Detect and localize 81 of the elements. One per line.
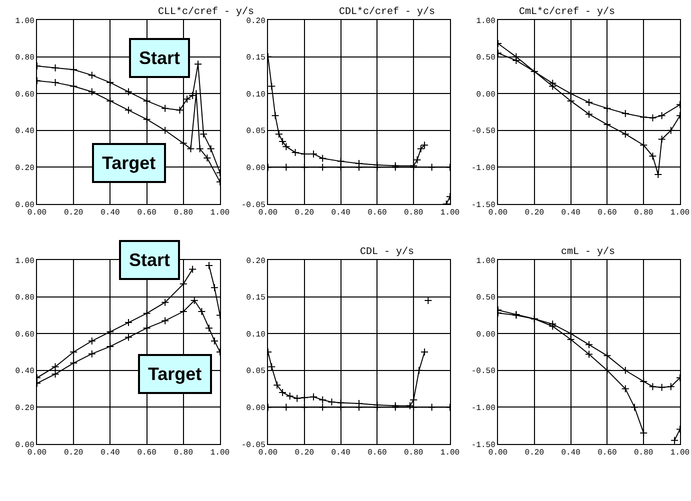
x-tick-label: 0.80 bbox=[404, 448, 424, 458]
y-tick-label: 1.00 bbox=[476, 256, 496, 266]
x-tick-label: 0.80 bbox=[634, 448, 654, 458]
x-tick-label: 1.00 bbox=[440, 448, 460, 458]
y-tick-label: 0.00 bbox=[476, 90, 496, 100]
y-tick-label: 1.00 bbox=[15, 256, 35, 266]
y-tick-label: -0.05 bbox=[241, 440, 266, 450]
chart-title: CmL*c/cref - y/s bbox=[519, 6, 616, 18]
chart-title: CDL - y/s bbox=[360, 246, 414, 258]
x-tick-label: 0.40 bbox=[331, 208, 351, 218]
y-tick-label: 1.00 bbox=[476, 16, 496, 26]
y-tick-label: 0.40 bbox=[15, 367, 35, 376]
y-tick-label: 0.60 bbox=[15, 330, 35, 340]
x-tick-label: 0.20 bbox=[294, 208, 314, 218]
x-tick-label: 0.80 bbox=[404, 208, 424, 218]
x-tick-label: 0.40 bbox=[100, 208, 120, 218]
x-tick-label: 0.80 bbox=[634, 208, 654, 218]
y-tick-label: 0.15 bbox=[246, 294, 266, 303]
y-tick-label: 1.00 bbox=[15, 16, 35, 26]
x-tick-label: 0.60 bbox=[137, 208, 157, 218]
x-tick-label: 1.00 bbox=[210, 208, 230, 218]
x-tick-label: 0.60 bbox=[368, 208, 387, 218]
x-tick-label: 0.80 bbox=[174, 208, 194, 218]
y-tick-label: 0.50 bbox=[476, 54, 496, 63]
x-tick-label: 0.40 bbox=[561, 448, 581, 458]
y-tick-label: 0.80 bbox=[15, 294, 35, 303]
y-tick-label: 0.10 bbox=[246, 90, 266, 100]
y-tick-label: -1.50 bbox=[471, 440, 496, 450]
y-tick-label: 0.00 bbox=[476, 330, 496, 340]
y-tick-label: 0.05 bbox=[246, 127, 266, 136]
y-tick-label: 0.60 bbox=[15, 90, 35, 100]
y-tick-label: 0.00 bbox=[246, 164, 266, 173]
y-tick-label: -0.05 bbox=[241, 200, 266, 210]
y-tick-label: 0.20 bbox=[15, 164, 35, 173]
y-tick-label: 0.05 bbox=[246, 367, 266, 376]
y-tick-label: -1.00 bbox=[471, 164, 496, 173]
chart-title: cmL - y/s bbox=[561, 246, 616, 258]
y-tick-label: 0.00 bbox=[15, 200, 35, 210]
x-tick-label: 0.00 bbox=[258, 448, 278, 458]
x-tick-label: 0.00 bbox=[258, 208, 278, 218]
x-tick-label: 1.00 bbox=[670, 448, 690, 458]
x-tick-label: 0.20 bbox=[64, 208, 84, 218]
y-tick-label: 0.20 bbox=[246, 16, 266, 26]
series-label: Start bbox=[139, 48, 180, 68]
x-tick-label: 0.20 bbox=[524, 448, 544, 458]
y-tick-label: 0.20 bbox=[246, 256, 266, 266]
x-tick-label: 0.40 bbox=[561, 208, 581, 218]
x-tick-label: 1.00 bbox=[210, 448, 230, 458]
x-tick-label: 0.00 bbox=[488, 208, 508, 218]
x-tick-label: 0.80 bbox=[174, 448, 194, 458]
x-tick-label: 0.40 bbox=[100, 448, 120, 458]
y-tick-label: 0.00 bbox=[246, 404, 266, 413]
x-tick-label: 1.00 bbox=[670, 208, 690, 218]
x-tick-label: 0.20 bbox=[294, 448, 314, 458]
series-label: Target bbox=[148, 364, 202, 384]
y-tick-label: 0.50 bbox=[476, 294, 496, 303]
x-tick-label: 0.60 bbox=[368, 448, 387, 458]
chart-title: CDL*c/cref - y/s bbox=[339, 6, 436, 18]
x-tick-label: 0.20 bbox=[524, 208, 544, 218]
series-label: Target bbox=[102, 153, 156, 173]
y-tick-label: 0.80 bbox=[15, 54, 35, 63]
x-tick-label: 0.20 bbox=[64, 448, 84, 458]
chart-title: CLL*c/cref - y/s bbox=[158, 6, 254, 18]
x-tick-label: 0.60 bbox=[598, 448, 617, 458]
y-tick-label: 0.40 bbox=[15, 127, 35, 136]
y-tick-label: -0.50 bbox=[471, 127, 496, 136]
y-tick-label: 0.10 bbox=[246, 330, 266, 340]
x-tick-label: 0.00 bbox=[27, 208, 47, 218]
y-tick-label: -0.50 bbox=[471, 367, 496, 376]
x-tick-label: 0.00 bbox=[488, 448, 508, 458]
y-tick-label: -1.50 bbox=[471, 200, 496, 210]
y-tick-label: 0.00 bbox=[15, 440, 35, 450]
x-tick-label: 0.00 bbox=[27, 448, 47, 458]
y-tick-label: 0.15 bbox=[246, 54, 266, 63]
x-tick-label: 0.60 bbox=[598, 208, 617, 218]
x-tick-label: 0.60 bbox=[137, 448, 157, 458]
series-label: Start bbox=[129, 250, 170, 270]
x-tick-label: 1.00 bbox=[440, 208, 460, 218]
x-tick-label: 0.40 bbox=[331, 448, 351, 458]
y-tick-label: 0.20 bbox=[15, 404, 35, 413]
y-tick-label: -1.00 bbox=[471, 404, 496, 413]
